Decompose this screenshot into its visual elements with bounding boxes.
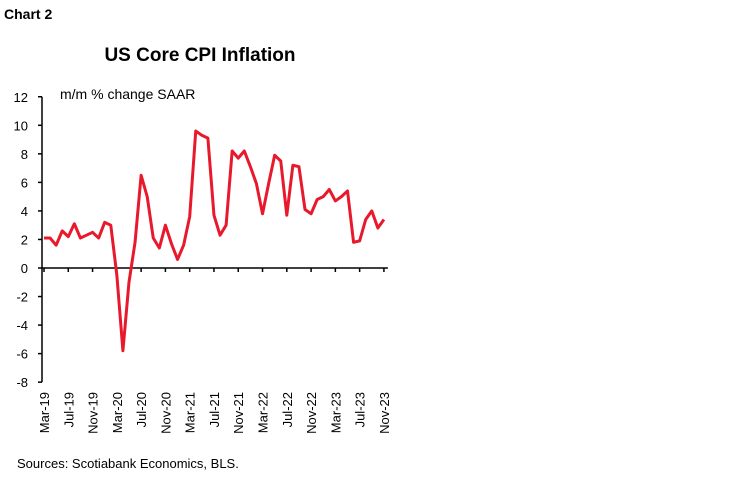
source-note: Sources: Scotiabank Economics, BLS. — [17, 456, 239, 471]
units-annotation: m/m % change SAAR — [60, 86, 196, 102]
x-tick-label: Mar-20 — [110, 392, 125, 433]
x-tick-label: Nov-23 — [377, 392, 392, 434]
x-tick-label: Jul-19 — [61, 392, 76, 427]
x-tick-label: Jul-21 — [207, 392, 222, 427]
chart-number-label: Chart 2 — [4, 6, 53, 22]
x-tick-label: Mar-19 — [37, 392, 52, 433]
y-tick-label: 2 — [21, 232, 28, 247]
y-tick-label: -8 — [16, 375, 28, 390]
x-tick-label: Nov-19 — [86, 392, 101, 434]
y-tick-label: 10 — [14, 118, 28, 133]
x-tick-label: Jul-23 — [353, 392, 368, 427]
x-tick-label: Mar-22 — [256, 392, 271, 433]
y-tick-label: -6 — [16, 347, 28, 362]
x-tick-label: Jul-22 — [280, 392, 295, 427]
y-tick-label: 8 — [21, 147, 28, 162]
y-tick-label: 12 — [14, 90, 28, 105]
x-tick-label: Nov-22 — [304, 392, 319, 434]
x-tick-label: Mar-23 — [328, 392, 343, 433]
x-tick-label: Mar-21 — [183, 392, 198, 433]
y-tick-label: 0 — [21, 261, 28, 276]
x-tick-label: Nov-21 — [231, 392, 246, 434]
x-tick-label: Jul-20 — [134, 392, 149, 427]
y-tick-label: -4 — [16, 318, 28, 333]
series-line — [44, 129, 386, 353]
chart-title: US Core CPI Inflation — [104, 45, 296, 66]
y-tick-label: 4 — [21, 204, 28, 219]
x-tick-label: Nov-20 — [158, 392, 173, 434]
y-tick-label: 6 — [21, 175, 28, 190]
y-tick-label: -2 — [16, 290, 28, 305]
